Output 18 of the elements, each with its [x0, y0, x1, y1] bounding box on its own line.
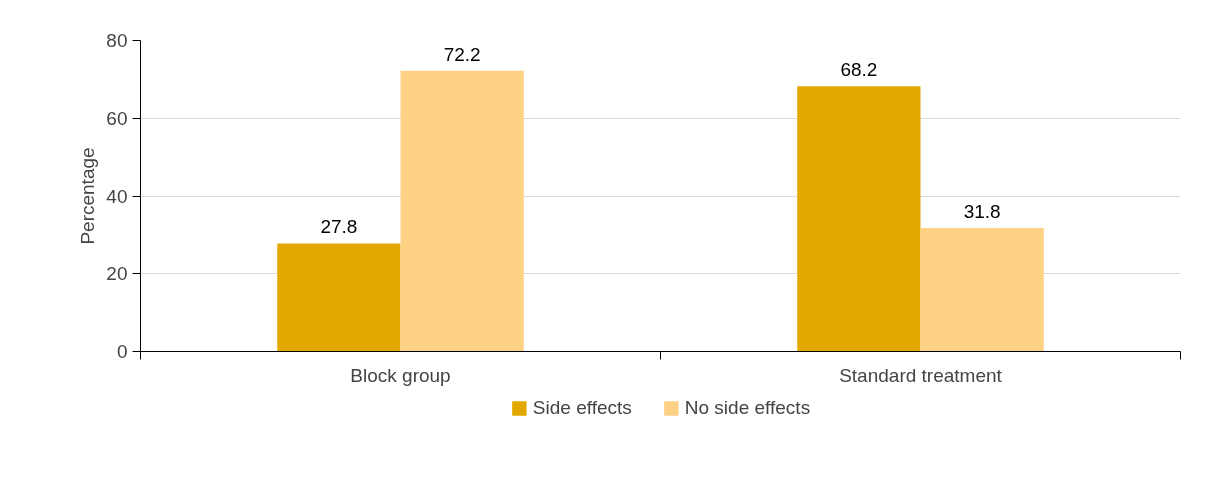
x-tick-label: Block group: [350, 364, 451, 386]
y-tick-label: 80: [106, 30, 128, 51]
y-tick-label: 0: [116, 341, 128, 362]
y-axis-title: Percentage: [77, 147, 99, 245]
x-tick-label: Standard treatment: [839, 364, 1003, 386]
data-label: 27.8: [320, 216, 358, 238]
legend-label: No side effects: [684, 397, 811, 419]
data-label: 72.2: [443, 43, 481, 65]
bar: [920, 227, 1044, 352]
y-tick-label: 40: [106, 185, 128, 207]
bar: [400, 70, 524, 352]
data-label: 68.2: [840, 59, 878, 81]
bar: [797, 86, 921, 352]
y-tick-label: 20: [106, 263, 128, 285]
data-label: 31.8: [963, 200, 1001, 222]
y-tick-label: 60: [106, 107, 128, 129]
bar: [277, 243, 401, 352]
legend-label: Side effects: [532, 397, 632, 419]
